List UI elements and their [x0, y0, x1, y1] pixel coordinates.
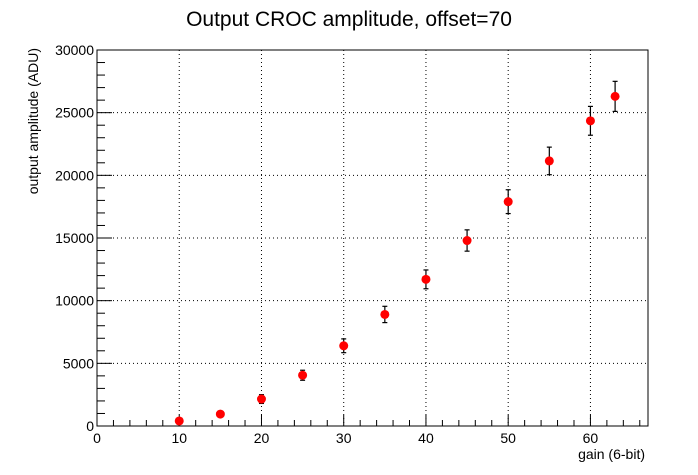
y-tick-label: 25000: [55, 105, 94, 121]
y-tick-label: 0: [86, 418, 94, 434]
data-point: [462, 236, 472, 246]
data-point: [256, 394, 266, 404]
data-point: [503, 197, 513, 207]
data-point: [215, 409, 225, 419]
x-tick-label: 20: [254, 430, 270, 446]
data-point: [610, 91, 620, 101]
data-point: [585, 116, 595, 126]
chart-title: Output CROC amplitude, offset=70: [186, 8, 512, 31]
y-axis-label: output amplitude (ADU): [25, 48, 41, 194]
data-point: [339, 341, 349, 351]
y-tick-label: 30000: [55, 42, 94, 58]
x-tick-label: 10: [171, 430, 187, 446]
data-point: [298, 370, 308, 380]
data-points: [174, 91, 620, 426]
x-axis-label: gain (6-bit): [578, 446, 645, 462]
error-bars: [176, 80, 618, 424]
y-tick-label: 20000: [55, 167, 94, 183]
x-tick-label: 60: [583, 430, 599, 446]
x-tick-label: 0: [93, 430, 101, 446]
x-tick-label: 50: [500, 430, 516, 446]
x-tick-label: 30: [336, 430, 352, 446]
ticks: 0 10 20 30 40 50 60 0 5000 10000 15000 20000 25000 30…: [55, 42, 641, 446]
data-point: [544, 156, 554, 166]
data-point: [174, 416, 184, 426]
y-tick-label: 10000: [55, 293, 94, 309]
data-point: [380, 309, 390, 319]
x-tick-label: 40: [418, 430, 434, 446]
grid: [97, 49, 648, 426]
y-tick-label: 15000: [55, 230, 94, 246]
y-tick-label: 5000: [63, 355, 94, 371]
data-point: [421, 274, 431, 284]
